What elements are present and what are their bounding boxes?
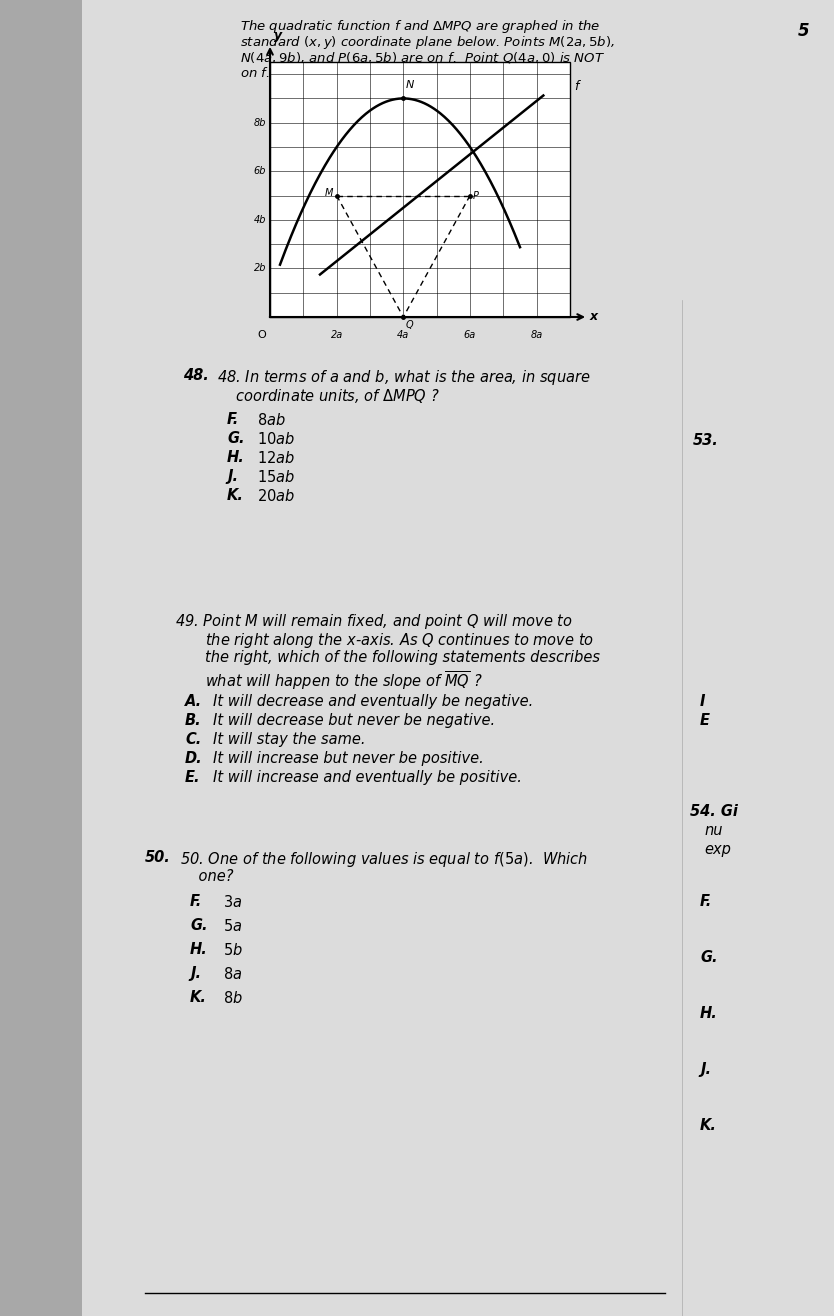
Text: J.: J. [227, 468, 238, 484]
Text: 2a: 2a [330, 330, 343, 340]
Text: $15ab$: $15ab$ [257, 468, 295, 486]
Text: H.: H. [190, 942, 208, 957]
Text: $8a$: $8a$ [223, 966, 243, 982]
Text: D.: D. [185, 751, 203, 766]
Text: $20ab$: $20ab$ [257, 488, 295, 504]
Text: C.: C. [185, 732, 201, 747]
Text: 6a: 6a [464, 330, 476, 340]
Text: 8b: 8b [254, 117, 266, 128]
Text: what will happen to the slope of $\overline{MQ}$ ?: what will happen to the slope of $\overl… [205, 669, 483, 692]
Text: O: O [257, 330, 266, 340]
Text: $8b$: $8b$ [223, 990, 243, 1005]
Text: P: P [473, 191, 479, 200]
Text: K.: K. [190, 990, 207, 1005]
Text: 53.: 53. [693, 433, 719, 447]
Text: It will decrease but never be negative.: It will decrease but never be negative. [213, 713, 495, 728]
Text: $5b$: $5b$ [223, 942, 243, 958]
Text: 48. In terms of $a$ and $b$, what is the area, in square: 48. In terms of $a$ and $b$, what is the… [217, 368, 590, 387]
Text: M: M [324, 188, 333, 197]
Text: K.: K. [227, 488, 244, 503]
Text: It will increase but never be positive.: It will increase but never be positive. [213, 751, 484, 766]
Text: J.: J. [700, 1062, 711, 1076]
Text: one?: one? [180, 869, 234, 884]
Text: 2b: 2b [254, 263, 266, 274]
Text: nu: nu [704, 822, 722, 838]
Text: A.: A. [185, 694, 202, 709]
Text: 50.: 50. [145, 850, 171, 865]
Text: K.: K. [700, 1119, 717, 1133]
Text: x: x [590, 309, 598, 322]
Bar [0, 0, 82, 1316]
Text: $12ab$: $12ab$ [257, 450, 295, 466]
Text: H.: H. [227, 450, 244, 465]
Text: It will decrease and eventually be negative.: It will decrease and eventually be negat… [213, 694, 533, 709]
Text: F.: F. [190, 894, 203, 909]
Text: standard $(x,y)$ coordinate plane below. Points $M(2a, 5b)$,: standard $(x,y)$ coordinate plane below.… [240, 34, 615, 51]
Text: 8a: 8a [530, 330, 543, 340]
Text: 4a: 4a [397, 330, 409, 340]
Text: 4b: 4b [254, 215, 266, 225]
Text: 6b: 6b [254, 166, 266, 176]
Text: H.: H. [700, 1005, 718, 1021]
Text: G.: G. [190, 919, 208, 933]
Text: 50. One of the following values is equal to $f(5a)$.  Which: 50. One of the following values is equal… [180, 850, 588, 869]
Text: N: N [405, 80, 414, 91]
Text: E.: E. [185, 770, 200, 786]
Text: G.: G. [227, 432, 244, 446]
Text: the right along the $x$-axis. As $Q$ continues to move to: the right along the $x$-axis. As $Q$ con… [205, 630, 594, 650]
Text: on $f$.: on $f$. [240, 66, 270, 80]
Text: It will stay the same.: It will stay the same. [213, 732, 365, 747]
Text: $8ab$: $8ab$ [257, 412, 286, 428]
Text: F.: F. [227, 412, 239, 426]
Text: $10ab$: $10ab$ [257, 432, 295, 447]
Text: E: E [700, 713, 710, 728]
Text: $N(4a, 9b)$, and $P(6a, 5b)$ are on $f$.  Point $Q(4a, 0)$ is NOT: $N(4a, 9b)$, and $P(6a, 5b)$ are on $f$.… [240, 50, 605, 64]
Text: y: y [274, 29, 282, 42]
Text: 5: 5 [798, 22, 810, 39]
Text: J.: J. [190, 966, 201, 980]
Text: coordinate units, of $\Delta MPQ$ ?: coordinate units, of $\Delta MPQ$ ? [217, 387, 440, 405]
Text: It will increase and eventually be positive.: It will increase and eventually be posit… [213, 770, 522, 786]
Text: 48.: 48. [183, 368, 208, 383]
Text: $5a$: $5a$ [223, 919, 243, 934]
Text: exp: exp [704, 842, 731, 857]
Bar [270, 62, 570, 317]
Text: $f$: $f$ [574, 79, 582, 93]
Text: G.: G. [700, 950, 717, 965]
Text: F.: F. [700, 894, 712, 909]
Text: 54. Gi: 54. Gi [690, 804, 738, 819]
Text: I: I [700, 694, 706, 709]
Text: $3a$: $3a$ [223, 894, 243, 909]
Text: Q: Q [405, 320, 413, 330]
Text: The quadratic function $f$ and $\Delta MPQ$ are graphed in the: The quadratic function $f$ and $\Delta M… [240, 18, 600, 36]
Text: the right, which of the following statements describes: the right, which of the following statem… [205, 650, 600, 665]
Text: B.: B. [185, 713, 202, 728]
Text: 49. Point $M$ will remain fixed, and point $Q$ will move to: 49. Point $M$ will remain fixed, and poi… [175, 612, 573, 630]
